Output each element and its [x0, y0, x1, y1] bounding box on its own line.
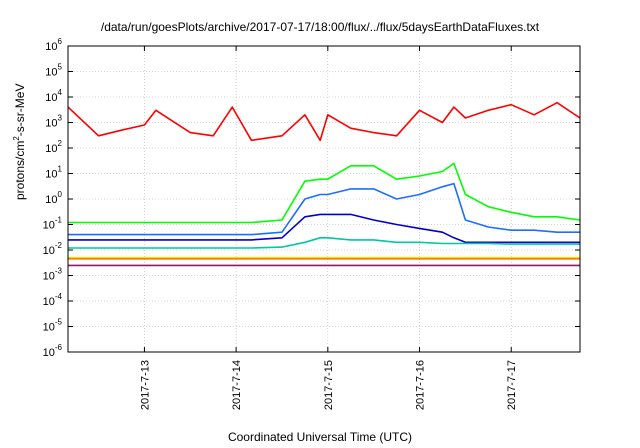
- x-tick-label: 2017-7-14: [231, 360, 243, 410]
- series-line-3: [68, 182, 580, 236]
- y-tick-label: 10-4: [43, 292, 63, 308]
- y-tick-label: 101: [45, 165, 62, 181]
- series-line-1: [67, 101, 581, 142]
- x-axis-label: Coordinated Universal Time (UTC): [227, 430, 413, 444]
- x-tick-label: 2017-7-17: [506, 360, 518, 410]
- x-tick-label: 2017-7-13: [139, 360, 151, 410]
- y-tick-label: 10-1: [43, 216, 63, 232]
- y-tick-label: 10-6: [43, 343, 63, 359]
- y-tick-label: 100: [45, 190, 62, 206]
- y-tick-label: 102: [45, 139, 62, 155]
- series-line-5: [68, 237, 580, 249]
- x-tick-label: 2017-7-15: [323, 360, 335, 410]
- x-tick-label: 2017-7-16: [415, 360, 427, 410]
- y-tick-label: 106: [45, 37, 62, 53]
- series-line-4: [68, 213, 580, 244]
- chart-title: /data/run/goesPlots/archive/2017-07-17/1…: [100, 20, 540, 34]
- y-tick-label: 103: [45, 114, 62, 130]
- y-tick-label: 10-5: [43, 318, 63, 334]
- y-tick-label: 104: [45, 88, 62, 104]
- y-tick-label: 10-2: [43, 241, 63, 257]
- y-tick-label: 105: [45, 63, 62, 79]
- y-tick-label: 10-3: [43, 267, 63, 283]
- series-line-2: [68, 162, 581, 224]
